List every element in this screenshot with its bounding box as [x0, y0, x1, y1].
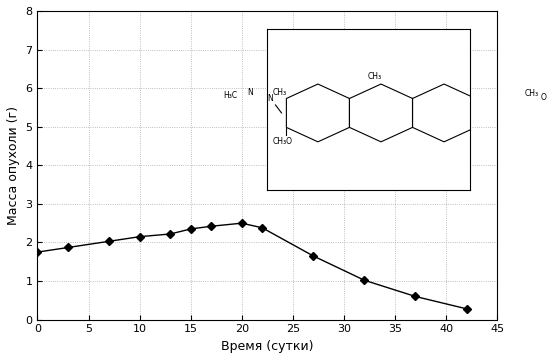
Y-axis label: Масса опухоли (г): Масса опухоли (г) — [7, 106, 20, 225]
X-axis label: Время (сутки): Время (сутки) — [221, 340, 314, 353]
